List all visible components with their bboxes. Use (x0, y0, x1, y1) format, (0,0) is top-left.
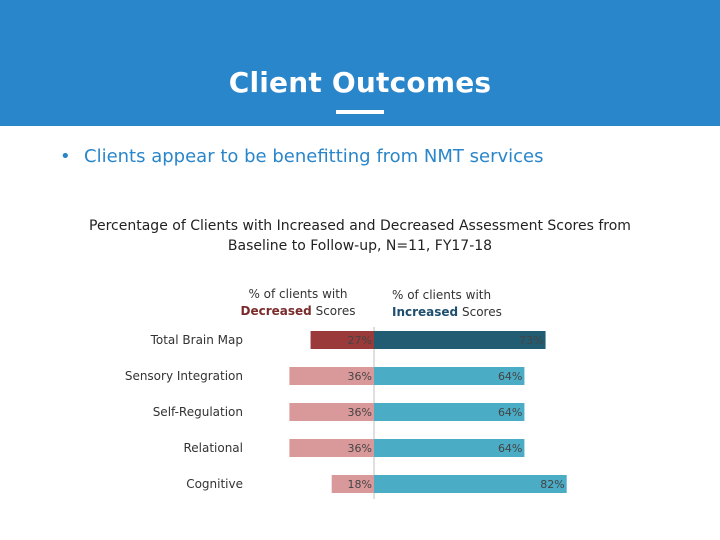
header-banner: Client Outcomes (0, 0, 720, 126)
chart-title: Percentage of Clients with Increased and… (60, 216, 660, 256)
bar-increased-value-label: 73% (519, 334, 543, 347)
legend-increased-line-1: % of clients with (392, 288, 492, 302)
category-label: Relational (183, 441, 243, 455)
bar-decreased-value-label: 36% (348, 370, 372, 383)
bar-decreased (331, 475, 374, 493)
bar-decreased (310, 331, 374, 349)
bar-decreased-value-label: 27% (348, 334, 372, 347)
legend-decreased: % of clients with Decreased Scores (228, 286, 368, 320)
bar-decreased-value-label: 36% (348, 406, 372, 419)
chart-title-line-2: Baseline to Follow-up, N=11, FY17-18 (227, 238, 493, 254)
category-label: Total Brain Map (150, 333, 243, 347)
bar-decreased-value-label: 18% (348, 478, 372, 491)
category-label: Sensory Integration (125, 369, 243, 383)
bar-increased (374, 367, 525, 385)
bullet-text: Clients appear to be benefitting from NM… (84, 146, 544, 167)
bar-increased (374, 475, 567, 493)
bar-increased (374, 403, 525, 421)
bullet-point: • Clients appear to be benefitting from N… (60, 146, 544, 167)
category-label: Self-Regulation (153, 405, 243, 419)
legend-increased: % of clients with Increased Scores (392, 287, 516, 321)
bar-increased-value-label: 82% (540, 478, 564, 491)
bar-increased-value-label: 64% (498, 406, 522, 419)
bar-increased (374, 331, 546, 349)
page-title: Client Outcomes (228, 66, 492, 99)
legend-increased-line-2: Increased Scores (392, 304, 516, 321)
category-label: Cognitive (186, 477, 243, 491)
chart-title-line-1: Percentage of Clients with Increased and… (89, 218, 631, 234)
legend-decreased-suffix: Scores (315, 304, 356, 318)
bar-increased-value-label: 64% (498, 370, 522, 383)
bullet-dot-icon: • (60, 146, 71, 167)
bar-decreased (289, 403, 374, 421)
legend-increased-emphasis: Increased (392, 305, 459, 319)
bar-decreased (289, 367, 374, 385)
legend-increased-suffix: Scores (461, 305, 502, 319)
bar-increased (374, 439, 525, 457)
legend-decreased-line-2: Decreased Scores (228, 303, 368, 320)
legend-decreased-line-1: % of clients with (248, 287, 348, 301)
bar-decreased-value-label: 36% (348, 442, 372, 455)
legend-decreased-emphasis: Decreased (240, 304, 312, 318)
title-underline (336, 110, 384, 114)
bar-decreased (289, 439, 374, 457)
bar-increased-value-label: 64% (498, 442, 522, 455)
